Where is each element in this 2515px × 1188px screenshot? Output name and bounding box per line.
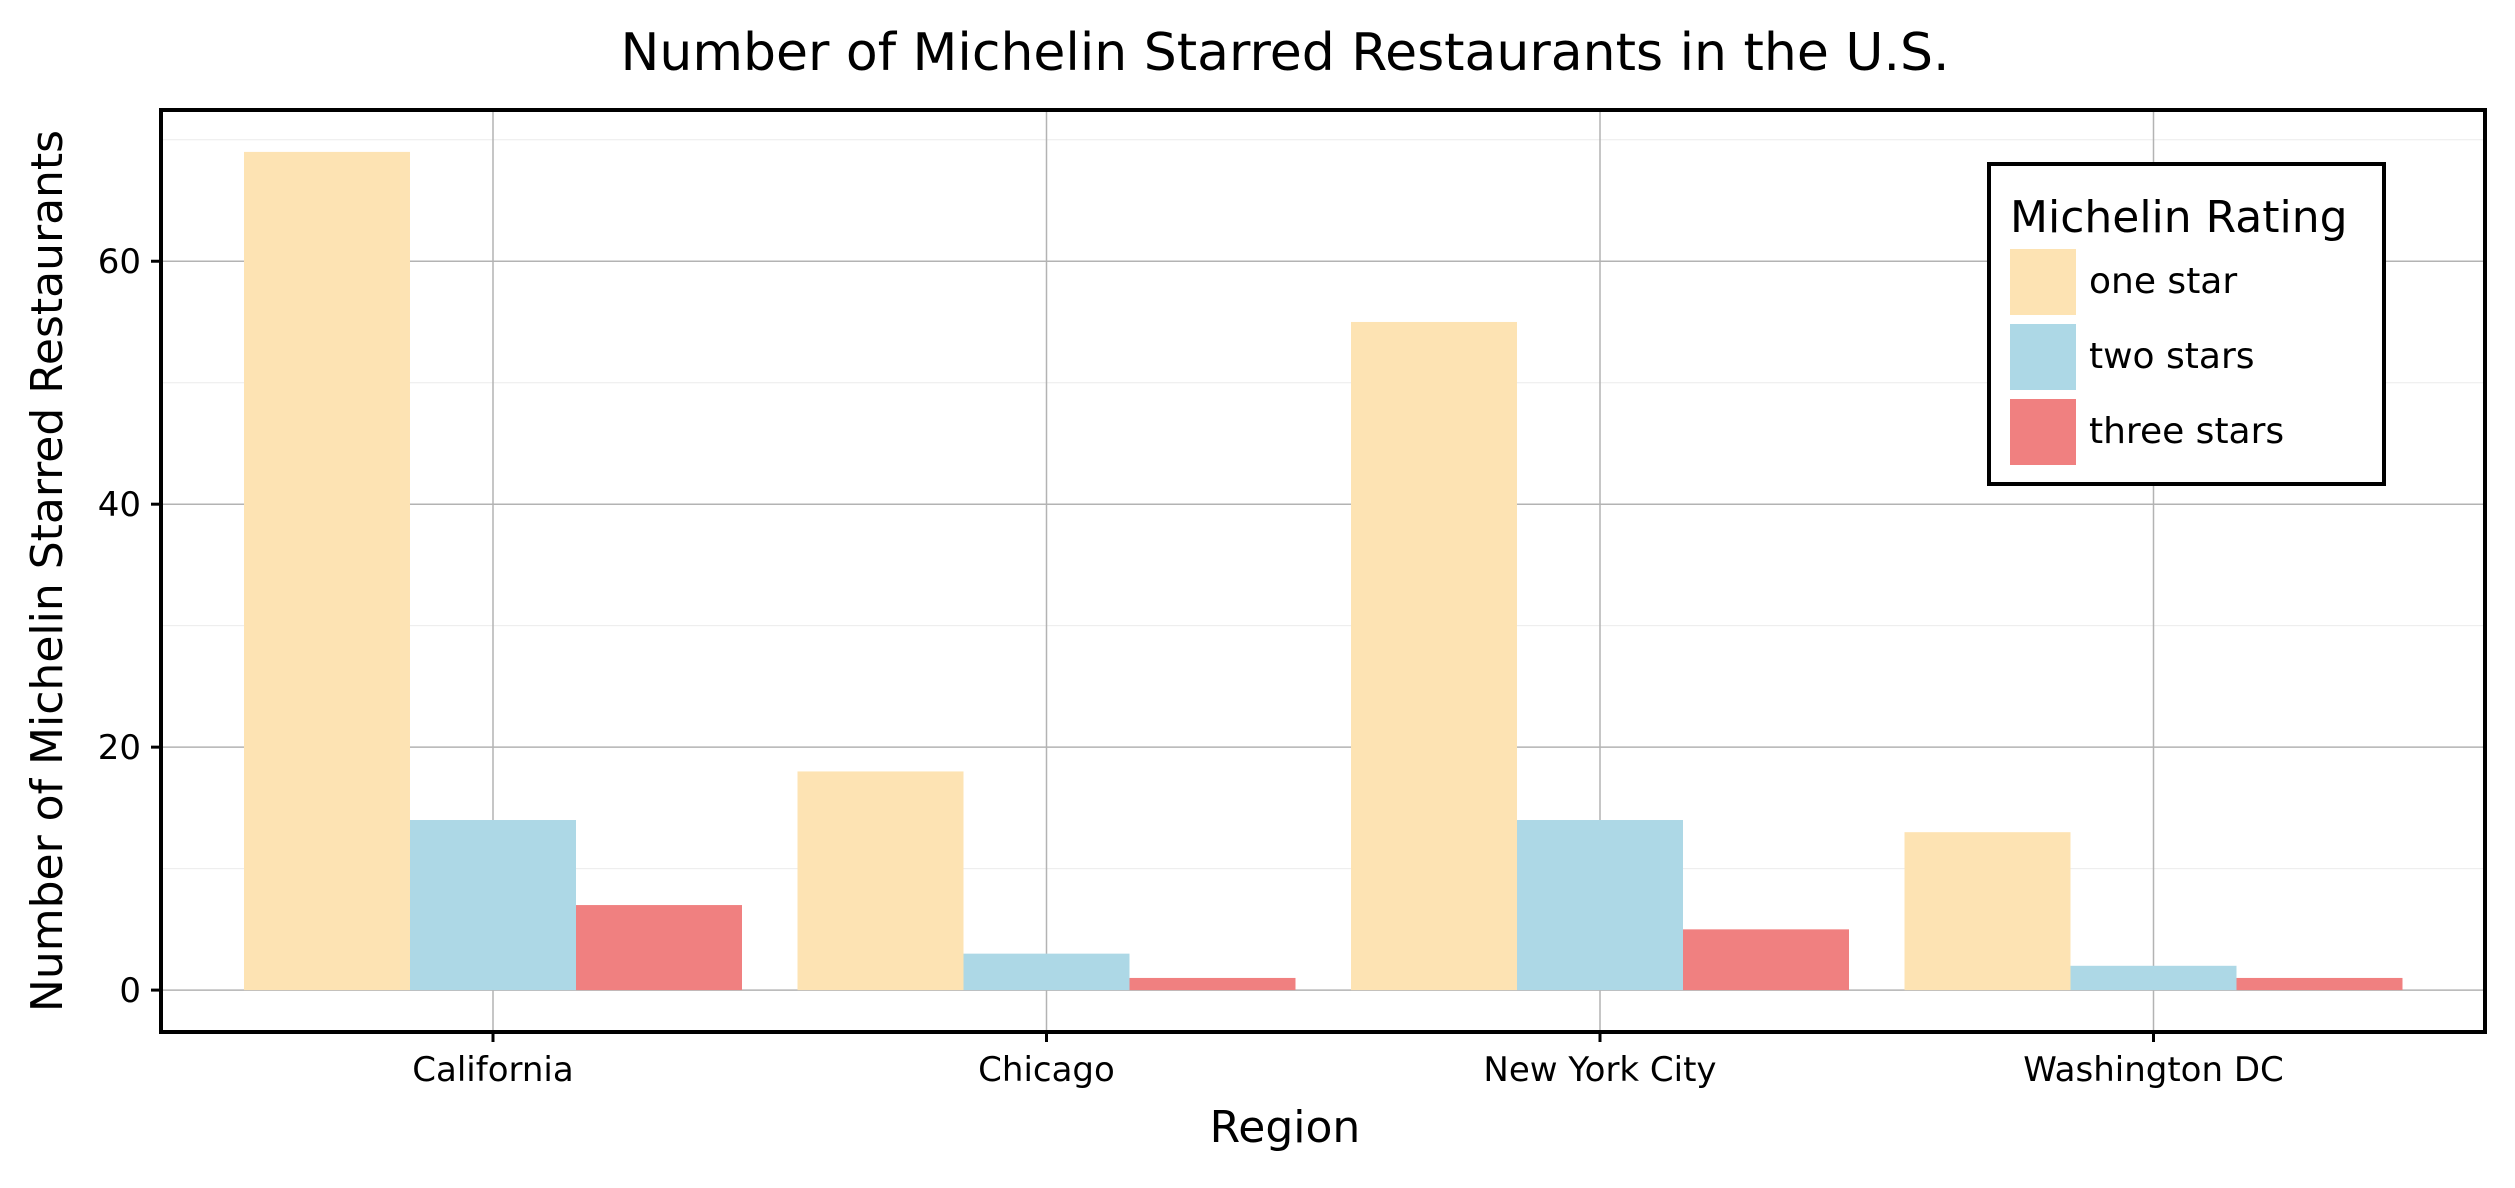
bar-three-stars-california [576,905,742,991]
bar-one-star-washington-dc [1904,832,2071,991]
bar-three-stars-new-york-city [1683,929,1849,991]
y-tick-label: 0 [119,971,141,1011]
y-tick-label: 20 [98,728,141,768]
legend-swatch [2010,399,2076,465]
axis-ticks: 0 20 40 60 California Chicago New York City Was… [98,242,2284,1090]
x-tick-label: California [412,1050,573,1090]
legend-label: two stars [2089,336,2255,377]
x-tick-label: Washington DC [2023,1050,2284,1090]
x-tick-label: New York City [1483,1050,1716,1090]
legend-items: one star two stars three stars [2010,249,2284,465]
y-axis-title: Number of Michelin Starred Restaurants [22,130,73,1012]
bar-three-stars-chicago [1129,977,1296,991]
bar-two-stars-washington-dc [2070,965,2237,991]
y-tick-label: 60 [98,242,141,282]
legend: Michelin Rating one star two stars three s… [1987,162,2386,486]
plot-frame [159,108,2487,1034]
bar-two-stars-new-york-city [1517,820,1683,991]
x-axis-title: Region [1210,1102,1361,1153]
legend-label: one star [2089,261,2237,302]
bar-three-stars-washington-dc [2236,977,2403,991]
y-tick-label: 40 [98,485,141,525]
bar-two-stars-california [410,820,576,991]
legend-swatch [2010,249,2076,315]
legend-title: Michelin Rating [2010,192,2348,243]
chart-title: Number of Michelin Starred Restaurants i… [620,23,1949,83]
bar-one-star-new-york-city [1351,321,1517,991]
bar-one-star-california [244,151,410,991]
legend-swatch [2010,324,2076,390]
bar-two-stars-chicago [963,953,1130,991]
x-tick-label: Chicago [978,1050,1115,1090]
legend-label: three stars [2089,411,2284,452]
bars [244,151,2403,991]
bar-one-star-chicago [797,771,964,991]
